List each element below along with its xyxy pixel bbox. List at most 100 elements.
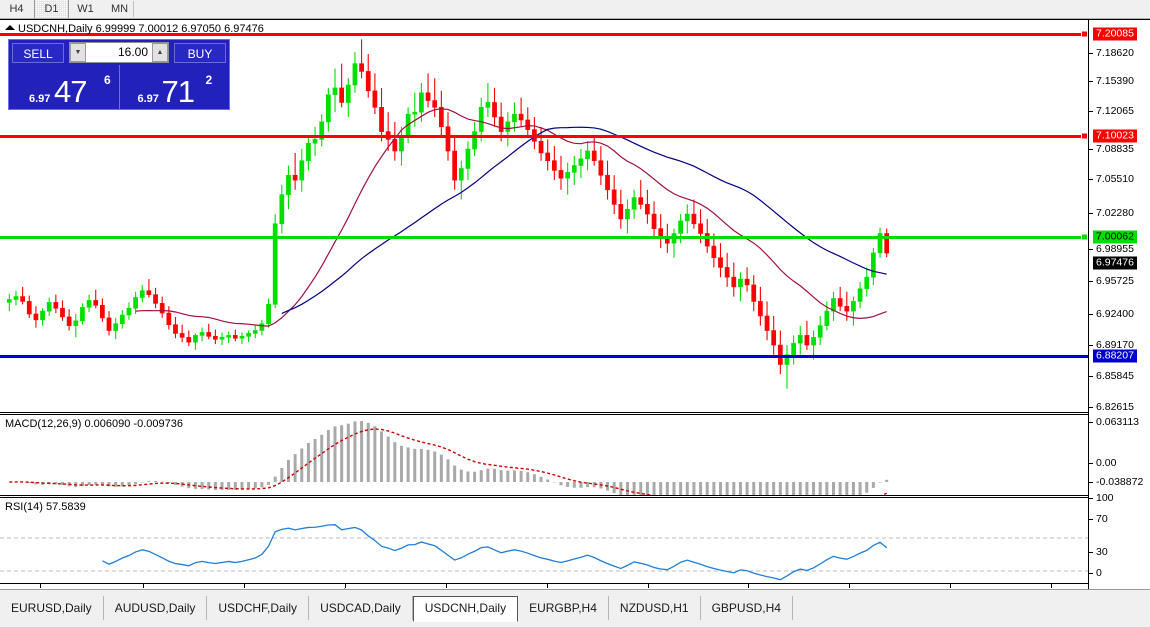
date-axis-tick	[345, 584, 346, 588]
sell-button[interactable]: SELL	[12, 42, 64, 63]
chart-tab-usdchf-daily[interactable]: USDCHF,Daily	[207, 596, 310, 620]
price-scale-label: 7.05510	[1096, 173, 1134, 185]
macd-pane[interactable]: MACD(12,26,9) 0.006090 -0.009736	[0, 414, 1088, 496]
price-scale[interactable]: 7.20085 7.18620 7.15390 7.12065 7.10023 7.088…	[1088, 20, 1150, 590]
price-scale-label: 6.85845	[1096, 370, 1134, 382]
price-scale-label: 6.92400	[1096, 308, 1134, 320]
date-axis-tick	[244, 584, 245, 588]
timeframe-tab-w1[interactable]: W1	[69, 0, 103, 18]
chart-tab-eurgbp-h4[interactable]: EURGBP,H4	[518, 596, 609, 620]
price-scale-label: 7.02280	[1096, 207, 1134, 219]
date-axis-tick	[1051, 584, 1052, 588]
timeframe-tab-w1-label: W1	[77, 3, 94, 15]
date-axis-tick	[446, 584, 447, 588]
symbol-arrow-icon	[5, 25, 15, 30]
timeframe-tab-h4[interactable]: H4	[0, 0, 34, 18]
price-scale-tick	[1089, 573, 1093, 574]
symbol-header: USDCNH,Daily 6.99999 7.00012 6.97050 6.9…	[5, 23, 264, 35]
timeframe-tab-mn[interactable]: MN	[103, 0, 137, 18]
one-click-trading-panel[interactable]: SELL ▼ 16.00 ▲ BUY 6.97 47 6 6.97 71 2	[8, 39, 230, 110]
date-axis-tick	[748, 584, 749, 588]
price-scale-highlight-red-box: 7.10023	[1093, 129, 1137, 143]
date-axis-tick	[648, 584, 649, 588]
date-axis-tick	[547, 584, 548, 588]
timeframe-tab-mn-label: MN	[110, 3, 129, 15]
chevron-up-icon: ▲	[156, 49, 164, 56]
sell-button-label: SELL	[23, 46, 53, 61]
timeframe-tab-d1-label: D1	[44, 3, 59, 15]
price-scale-tick	[1089, 519, 1093, 520]
trade-panel-controls: SELL ▼ 16.00 ▲ BUY	[9, 40, 229, 65]
price-chart-pane[interactable]	[0, 20, 1088, 413]
chart-frame: USDCNH,Daily 6.99999 7.00012 6.97050 6.9…	[0, 19, 1150, 599]
buy-button[interactable]: BUY	[174, 42, 226, 63]
price-scale-tick	[1089, 149, 1093, 150]
price-scale-label: 6.95725	[1096, 275, 1134, 287]
chart-tab-usdcnh-daily[interactable]: USDCNH,Daily	[412, 596, 519, 622]
date-axis-tick	[849, 584, 850, 588]
macd-plot	[9, 421, 889, 495]
price-scale-label: 7.18620	[1096, 47, 1134, 59]
price-scale-label: 6.89170	[1096, 339, 1134, 351]
date-axis-tick	[950, 584, 951, 588]
ask-quote[interactable]: 6.97 71 2	[120, 65, 230, 109]
price-scale-tick	[1089, 422, 1093, 423]
bid-price-prefix: 6.97	[29, 93, 51, 105]
volume-stepper[interactable]: ▼ 16.00 ▲	[69, 42, 169, 63]
price-scale-highlight-blue-box: 6.88207	[1093, 349, 1137, 363]
price-scale-label: 7.15390	[1096, 75, 1134, 87]
price-scale-label: 0.063113	[1096, 416, 1140, 428]
bid-quote[interactable]: 6.97 47 6	[9, 65, 120, 109]
price-scale-tick	[1089, 281, 1093, 282]
price-scale-tick	[1089, 552, 1093, 553]
volume-input[interactable]: 16.00	[117, 45, 148, 59]
candlestick-plot	[6, 39, 890, 389]
chart-tab-gbpusd-h4[interactable]: GBPUSD,H4	[701, 596, 793, 620]
buy-button-label: BUY	[187, 46, 213, 61]
ask-price-fraction: 2	[205, 73, 213, 87]
chart-tab-usdcad-daily[interactable]: USDCAD,Daily	[309, 596, 413, 620]
price-scale-tick	[1089, 498, 1093, 499]
rsi-pane[interactable]: RSI(14) 57.5839	[0, 497, 1088, 583]
date-axis-tick	[40, 584, 41, 588]
bid-price-main: 47	[54, 74, 87, 109]
price-scale-label: 100	[1096, 492, 1114, 504]
price-scale-label: 70	[1096, 513, 1108, 525]
price-scale-tick	[1089, 111, 1093, 112]
macd-label: MACD(12,26,9) 0.006090 -0.009736	[5, 418, 183, 430]
price-scale-label: 6.98955	[1096, 243, 1134, 255]
timeframe-tab-d1[interactable]: D1	[34, 0, 69, 18]
price-scale-tick	[1089, 179, 1093, 180]
toolbar-divider	[133, 1, 134, 17]
price-scale-tick	[1089, 376, 1093, 377]
timeframe-tab-h4-label: H4	[9, 3, 24, 15]
price-scale-label: 6.82615	[1096, 401, 1134, 413]
price-scale-tick	[1089, 213, 1093, 214]
price-scale-tick	[1089, 53, 1093, 54]
price-scale-tick	[1089, 81, 1093, 82]
timeframe-toolbar: H4 D1 W1 MN	[0, 0, 1150, 19]
price-scale-highlight-black-box: 6.97476	[1093, 256, 1137, 270]
bid-price-fraction: 6	[104, 73, 111, 87]
symbol-header-text: USDCNH,Daily 6.99999 7.00012 6.97050 6.9…	[18, 23, 264, 35]
price-scale-label: -0.038872	[1096, 476, 1144, 488]
price-scale-label: 0	[1096, 567, 1102, 579]
chart-tab-eurusd-daily[interactable]: EURUSD,Daily	[0, 596, 104, 620]
chart-tab-bar: EURUSD,Daily AUDUSD,Daily USDCHF,Daily USDC…	[0, 589, 1150, 627]
rsi-plot	[0, 524, 1088, 581]
price-scale-highlight-red-box: 7.20085	[1093, 27, 1137, 41]
chevron-down-icon: ▼	[74, 49, 82, 56]
price-scale-highlight-green-box: 7.00062	[1093, 230, 1137, 244]
chart-tab-audusd-daily[interactable]: AUDUSD,Daily	[104, 596, 208, 620]
volume-increase-icon[interactable]: ▲	[152, 43, 168, 62]
rsi-label: RSI(14) 57.5839	[5, 501, 86, 513]
price-scale-tick	[1089, 314, 1093, 315]
date-axis-tick	[143, 584, 144, 588]
price-scale-tick	[1089, 463, 1093, 464]
price-scale-tick	[1089, 249, 1093, 250]
volume-decrease-icon[interactable]: ▼	[70, 43, 86, 62]
chart-tab-nzdusd-h1[interactable]: NZDUSD,H1	[609, 596, 701, 620]
price-scale-label: 7.08835	[1096, 143, 1134, 155]
price-scale-label: 30	[1096, 546, 1108, 558]
ask-price-main: 71	[161, 74, 195, 109]
